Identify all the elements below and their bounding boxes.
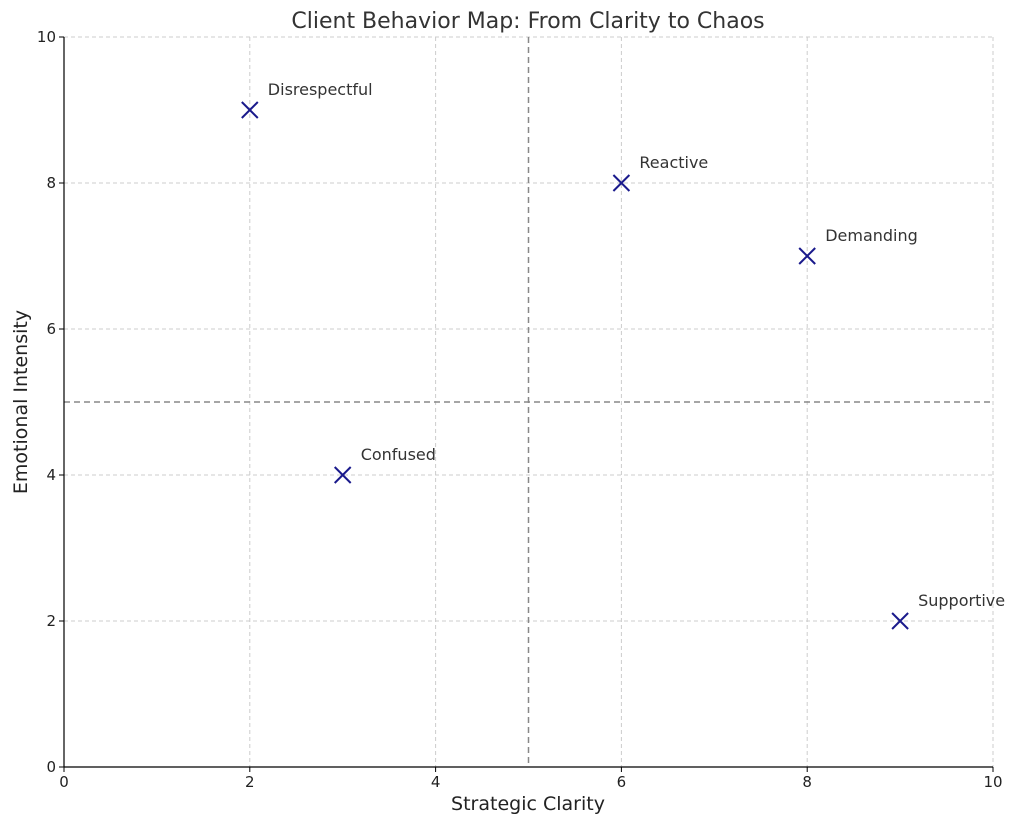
x-axis-label: Strategic Clarity bbox=[451, 793, 605, 815]
point-label: Reactive bbox=[639, 153, 708, 172]
x-marker bbox=[798, 247, 816, 265]
y-tick-label: 6 bbox=[46, 320, 56, 338]
data-point: Disrespectful bbox=[241, 80, 373, 119]
axes bbox=[63, 37, 993, 768]
x-marker bbox=[333, 466, 352, 484]
y-tick-label: 4 bbox=[46, 466, 56, 484]
x-tick-label: 10 bbox=[983, 773, 1002, 791]
x-marker bbox=[891, 612, 909, 630]
point-label: Supportive bbox=[918, 591, 1005, 610]
x-tick-label: 4 bbox=[431, 773, 441, 791]
quadrant-dividers bbox=[64, 37, 993, 767]
chart-title: Client Behavior Map: From Clarity to Cha… bbox=[291, 9, 764, 34]
point-label: Confused bbox=[361, 445, 436, 464]
y-tick-label: 8 bbox=[46, 174, 56, 192]
x-tick-label: 8 bbox=[802, 773, 812, 791]
point-label: Demanding bbox=[825, 226, 918, 245]
data-point: Confused bbox=[333, 445, 436, 484]
y-tick-label: 10 bbox=[37, 28, 56, 46]
x-marker bbox=[241, 101, 259, 119]
ticks: 0 2 4 6 8 10 0 2 4 6 8 10 bbox=[37, 28, 1003, 791]
x-tick-label: 2 bbox=[245, 773, 255, 791]
data-points: Disrespectful Reactive Demanding Confused Su… bbox=[241, 80, 1005, 630]
x-tick-label: 6 bbox=[617, 773, 627, 791]
y-tick-label: 0 bbox=[46, 758, 56, 776]
data-point: Supportive bbox=[891, 591, 1005, 630]
y-tick-label: 2 bbox=[46, 612, 56, 630]
x-marker bbox=[612, 174, 631, 192]
data-point: Demanding bbox=[798, 226, 918, 265]
data-point: Reactive bbox=[612, 153, 708, 192]
point-label: Disrespectful bbox=[268, 80, 373, 99]
y-axis-label: Emotional Intensity bbox=[10, 310, 32, 494]
x-tick-label: 0 bbox=[59, 773, 69, 791]
